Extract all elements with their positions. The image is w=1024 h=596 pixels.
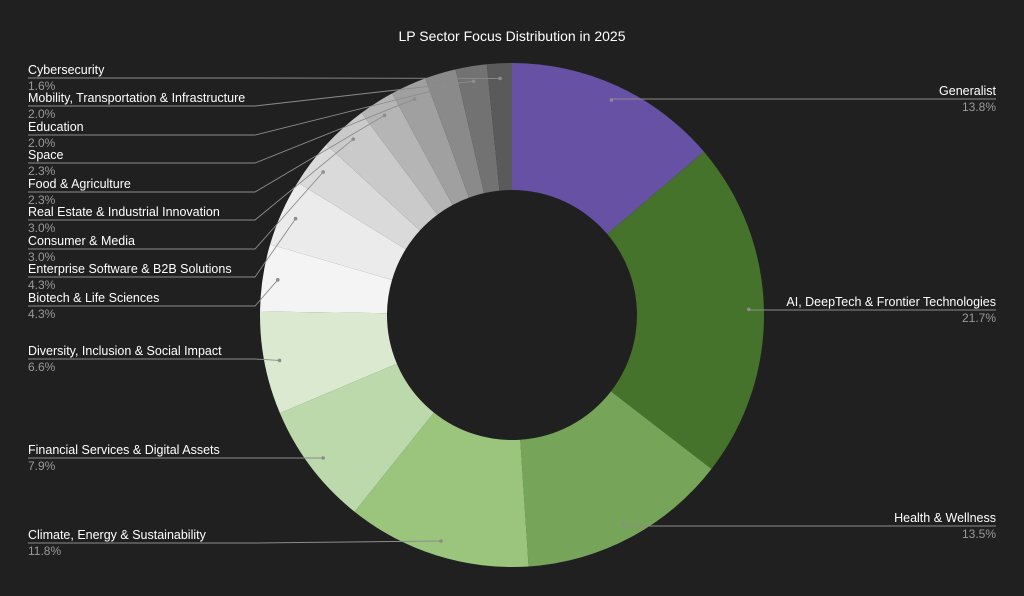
leader-line-mobility-transportation-and-infrastructure — [28, 80, 474, 107]
leader-dot-space — [412, 97, 417, 101]
leader-dot-real-estate-and-industrial-innovation — [351, 137, 356, 141]
slice-consumer-and-media — [297, 144, 420, 250]
leader-dot-enterprise-software-and-b2b-solutions — [293, 216, 298, 221]
slice-generalist — [512, 63, 704, 235]
value-label-education: 2.0% — [28, 136, 56, 150]
chart-title: LP Sector Focus Distribution in 2025 — [399, 28, 626, 44]
leader-line-diversity-inclusion-and-social-impact — [28, 358, 280, 361]
slice-biotech-and-life-sciences — [260, 244, 393, 314]
leader-line-climate-energy-and-sustainability — [28, 540, 442, 544]
value-label-space: 2.3% — [28, 164, 56, 178]
value-label-financial-services-and-digital-assets: 7.9% — [28, 459, 56, 473]
slice-cybersecurity — [486, 63, 512, 191]
leader-dot-cybersecurity — [498, 76, 502, 81]
label-food-and-agriculture: Food & Agriculture — [28, 177, 131, 191]
slice-diversity-inclusion-and-social-impact — [260, 311, 397, 414]
value-label-real-estate-and-industrial-innovation: 3.0% — [28, 221, 56, 235]
slice-health-and-wellness — [520, 391, 712, 567]
leader-dot-mobility-transportation-and-infrastructure — [471, 79, 476, 84]
slice-ai-deeptech-and-frontier-technologies — [607, 151, 764, 470]
leader-line-group — [28, 76, 996, 544]
slice-education — [425, 69, 484, 198]
label-financial-services-and-digital-assets: Financial Services & Digital Assets — [28, 443, 220, 457]
leader-dot-ai-deeptech-and-frontier-technologies — [747, 307, 751, 312]
leader-dot-biotech-and-life-sciences — [275, 278, 280, 282]
leader-line-biotech-and-life-sciences — [28, 279, 279, 307]
value-label-mobility-transportation-and-infrastructure: 2.0% — [28, 107, 56, 121]
slice-group — [260, 63, 764, 567]
slice-enterprise-software-and-b2b-solutions — [270, 182, 406, 280]
label-group: Generalist 13.8% AI, DeepTech & Frontier T… — [28, 63, 997, 558]
slice-food-and-agriculture — [361, 93, 453, 215]
slice-financial-services-and-digital-assets — [279, 363, 434, 512]
slice-real-estate-and-industrial-innovation — [326, 112, 438, 231]
label-consumer-and-media: Consumer & Media — [28, 234, 135, 248]
label-biotech-and-life-sciences: Biotech & Life Sciences — [28, 291, 159, 305]
value-label-generalist: 13.8% — [962, 100, 996, 114]
leader-line-consumer-and-media — [28, 171, 324, 250]
label-mobility-transportation-and-infrastructure: Mobility, Transportation & Infrastructur… — [28, 91, 245, 105]
value-label-biotech-and-life-sciences: 4.3% — [28, 307, 56, 321]
slice-space — [392, 78, 469, 206]
leader-line-space — [28, 98, 415, 164]
value-label-enterprise-software-and-b2b-solutions: 4.3% — [28, 278, 56, 292]
label-diversity-inclusion-and-social-impact: Diversity, Inclusion & Social Impact — [28, 344, 222, 358]
label-enterprise-software-and-b2b-solutions: Enterprise Software & B2B Solutions — [28, 262, 232, 276]
value-label-cybersecurity: 1.6% — [28, 79, 56, 93]
value-label-consumer-and-media: 3.0% — [28, 250, 56, 264]
value-label-climate-energy-and-sustainability: 11.8% — [28, 544, 61, 558]
leader-dot-climate-energy-and-sustainability — [439, 539, 443, 543]
label-health-and-wellness: Health & Wellness — [894, 511, 996, 525]
leader-dot-health-and-wellness — [621, 522, 626, 526]
value-label-diversity-inclusion-and-social-impact: 6.6% — [28, 360, 56, 374]
leader-dot-education — [442, 86, 447, 90]
leader-dot-consumer-and-media — [321, 170, 325, 174]
leader-dot-generalist — [609, 98, 614, 102]
label-ai-deeptech-and-frontier-technologies: AI, DeepTech & Frontier Technologies — [786, 295, 996, 309]
leader-line-food-and-agriculture — [28, 114, 385, 193]
label-cybersecurity: Cybersecurity — [28, 63, 105, 77]
label-real-estate-and-industrial-innovation: Real Estate & Industrial Innovation — [28, 205, 220, 219]
label-education: Education — [28, 120, 84, 134]
leader-dot-diversity-inclusion-and-social-impact — [277, 358, 282, 363]
leader-line-education — [28, 87, 445, 136]
leader-line-real-estate-and-industrial-innovation — [28, 138, 354, 221]
value-label-food-and-agriculture: 2.3% — [28, 193, 56, 207]
value-label-ai-deeptech-and-frontier-technologies: 21.7% — [962, 311, 996, 325]
label-space: Space — [28, 148, 63, 162]
leader-dot-financial-services-and-digital-assets — [321, 456, 325, 460]
leader-line-enterprise-software-and-b2b-solutions — [28, 218, 296, 278]
slice-climate-energy-and-sustainability — [354, 412, 529, 567]
label-climate-energy-and-sustainability: Climate, Energy & Sustainability — [28, 528, 207, 542]
leader-dot-food-and-agriculture — [382, 113, 387, 118]
value-label-health-and-wellness: 13.5% — [962, 527, 996, 541]
slice-mobility-transportation-and-infrastructure — [455, 64, 500, 194]
label-generalist: Generalist — [939, 84, 996, 98]
